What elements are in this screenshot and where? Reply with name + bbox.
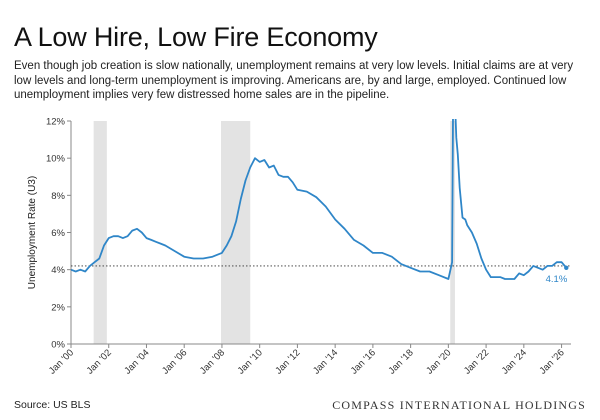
y-tick-label-6: 12% [46, 117, 66, 128]
x-tick-label-1: Jan '02 [85, 347, 114, 376]
page-subtitle: Even though job creation is slow nationa… [14, 60, 574, 101]
x-tick-label-11: Jan '22 [462, 347, 491, 376]
y-tick-label-1: 2% [51, 302, 65, 313]
series-line-0 [71, 119, 567, 280]
x-tick-label-9: Jan '18 [387, 347, 416, 376]
x-tick-label-5: Jan '10 [236, 347, 265, 376]
y-tick-label-0: 0% [51, 340, 65, 351]
last-value-label: 4.1% [546, 274, 568, 285]
x-tick-label-12: Jan '24 [500, 347, 529, 376]
y-tick-label-4: 8% [51, 191, 65, 202]
x-tick-label-6: Jan '12 [273, 347, 302, 376]
y-axis-label: Unemployment Rate (U3) [27, 176, 38, 289]
x-tick-label-13: Jan '26 [537, 347, 566, 376]
recession-band-0 [93, 121, 107, 344]
source-note: Source: US BLS [14, 399, 91, 411]
x-tick-label-8: Jan '16 [349, 347, 378, 376]
brand-logo-text: COMPASS INTERNATIONAL HOLDINGS [332, 398, 586, 412]
y-tick-label-5: 10% [46, 154, 66, 165]
x-tick-label-2: Jan '04 [122, 347, 151, 376]
recession-band-1 [221, 121, 251, 344]
y-tick-label-3: 6% [51, 228, 65, 239]
x-tick-label-10: Jan '20 [424, 347, 453, 376]
x-tick-label-0: Jan '00 [47, 347, 76, 376]
y-tick-label-2: 4% [51, 265, 65, 276]
x-tick-label-3: Jan '06 [160, 347, 189, 376]
x-tick-label-7: Jan '14 [311, 347, 340, 376]
x-tick-label-4: Jan '08 [198, 347, 227, 376]
page-title: A Low Hire, Low Fire Economy [14, 22, 378, 52]
last-point-0 [564, 265, 569, 271]
